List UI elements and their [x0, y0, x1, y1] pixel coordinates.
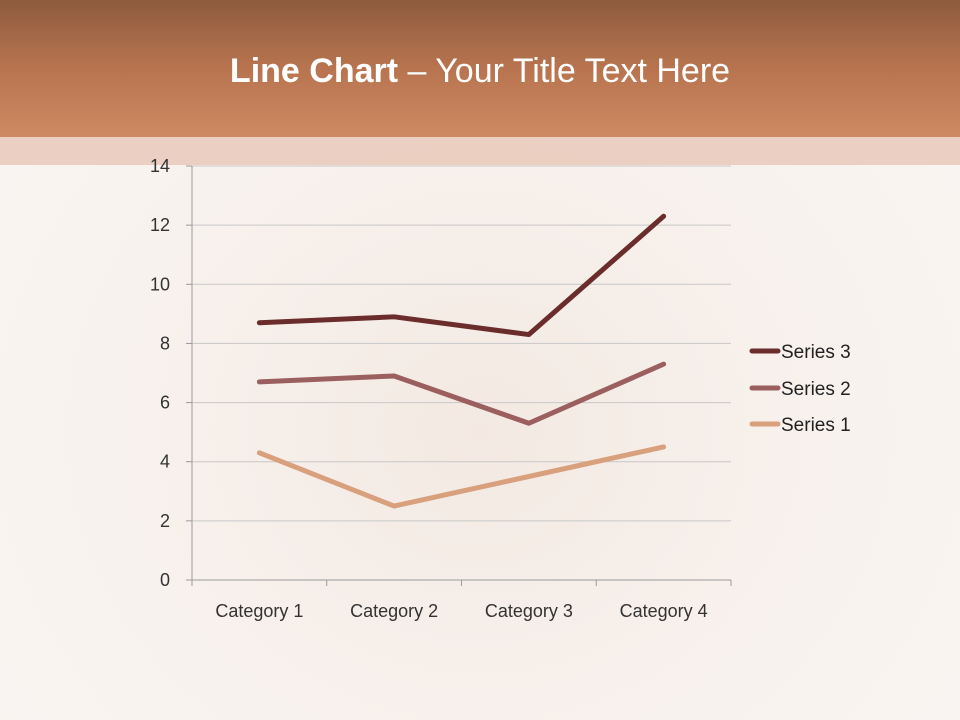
title-bar: [0, 0, 960, 137]
y-tick-label: 12: [150, 215, 170, 235]
y-tick-label: 14: [150, 156, 170, 176]
y-tick-label: 10: [150, 274, 170, 294]
y-tick-label: 6: [160, 393, 170, 413]
y-tick-label: 4: [160, 452, 170, 472]
y-tick-label: 2: [160, 511, 170, 531]
series-line-1: [256, 444, 667, 509]
slide-title: Line Chart – Your Title Text Here: [0, 52, 960, 91]
series-line-2: [256, 361, 667, 426]
x-tick-label: Category 4: [620, 601, 708, 621]
y-tick-label: 8: [160, 333, 170, 353]
series-line-3: [256, 213, 667, 338]
legend-label: Series 1: [781, 415, 851, 436]
x-tick-label: Category 3: [485, 601, 573, 621]
title-band: [0, 137, 960, 165]
y-tick-label: 0: [160, 570, 170, 590]
x-tick-label: Category 2: [350, 601, 438, 621]
title-rest: – Your Title Text Here: [398, 52, 731, 90]
legend-label: Series 2: [781, 379, 851, 400]
legend-label: Series 3: [781, 342, 851, 363]
title-bold: Line Chart: [229, 52, 399, 90]
x-tick-label: Category 1: [215, 601, 303, 621]
